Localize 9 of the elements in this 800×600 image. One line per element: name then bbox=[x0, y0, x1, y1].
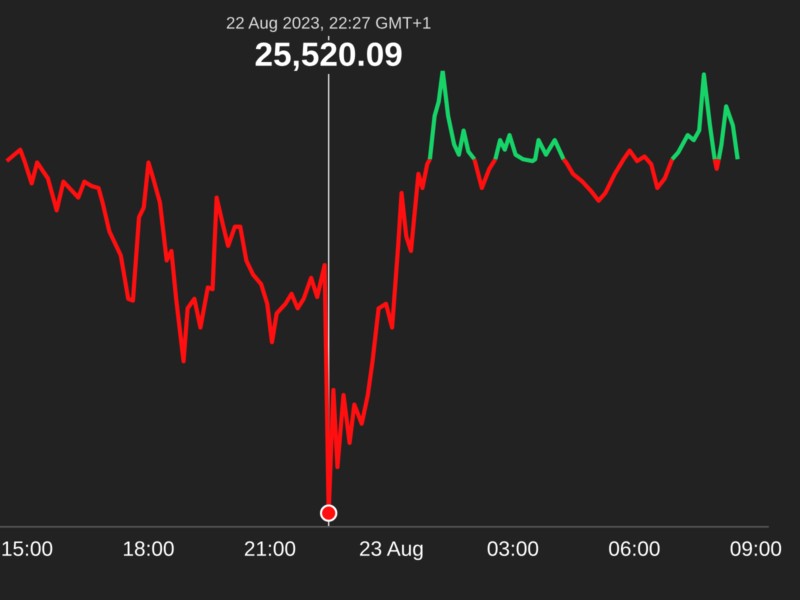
x-tick-label: 03:00 bbox=[488, 541, 538, 556]
ref-line-label: 22 Aug 2023, 22:27 GMT+1 bbox=[226, 16, 430, 32]
x-tick-label: 09:00 bbox=[730, 541, 782, 556]
x-tick-label: 21:00 bbox=[244, 541, 296, 556]
x-tick-label: 15:00 bbox=[2, 541, 52, 556]
x-tick-label: 06:00 bbox=[609, 541, 660, 556]
x-tick-label: 23 Aug bbox=[360, 541, 423, 560]
x-tick-label: 18:00 bbox=[124, 541, 174, 556]
annotation: 25,520.09 bbox=[256, 42, 402, 71]
